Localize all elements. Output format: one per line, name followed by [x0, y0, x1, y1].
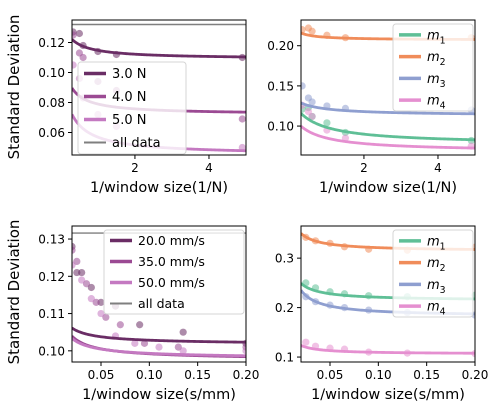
- y-tick-label: 0.10: [38, 66, 65, 80]
- data-point: [75, 29, 84, 38]
- y-tick-label: 0.11: [38, 307, 65, 321]
- data-point: [79, 53, 87, 62]
- data-point: [97, 309, 105, 318]
- x-tick-label: 2: [360, 161, 368, 175]
- data-point: [323, 119, 331, 127]
- data-point: [140, 339, 149, 347]
- x-axis-label: 1/window size(1/N): [319, 180, 457, 196]
- data-point: [72, 61, 77, 69]
- fit-curve-series-1: [301, 112, 475, 142]
- data-point: [301, 26, 306, 34]
- chart-top-right: 2 4 0.10 0.15 0.20 1/window size(1/N) m1 m2 m3 m4: [267, 19, 476, 196]
- legend-box: [392, 229, 474, 318]
- legend: m1 m2 m3 m4: [392, 229, 474, 318]
- y-tick-label: 0.20: [267, 39, 294, 53]
- legend-label: m4: [427, 94, 446, 112]
- axes-frame: [71, 19, 247, 156]
- data-point: [155, 343, 163, 351]
- y-tick-label: 0.06: [38, 126, 65, 140]
- legend-label: 50.0 mm/s: [138, 275, 205, 290]
- fit-curve-series-1: [72, 326, 246, 344]
- data-point: [308, 112, 316, 121]
- chart-bottom-left: 0.05 0.10 0.15 0.20 0.10 0.11 0.12 0.13 1/window…: [38, 225, 260, 403]
- data-point: [116, 321, 124, 329]
- data-point: [131, 339, 139, 347]
- data-point: [72, 31, 77, 39]
- data-point: [238, 115, 246, 123]
- legend-label: m4: [427, 300, 446, 318]
- legend-label: all data: [112, 136, 161, 151]
- legend: m1 m2 m3 m4: [392, 23, 474, 112]
- x-axis-label: 1/window size(s/mm): [82, 387, 236, 403]
- x-tick-label: 0.10: [136, 368, 163, 382]
- x-tick-label: 0.20: [233, 368, 260, 382]
- y-tick-label: 0.1: [275, 351, 294, 365]
- ylabel-top: Standard Deviation: [5, 15, 23, 160]
- fit-curve-series-4: [301, 125, 475, 150]
- legend-label: m2: [427, 256, 446, 274]
- y-tick-label: 0.13: [38, 233, 65, 247]
- ylabel-bottom: Standard Deviation: [5, 220, 23, 365]
- legend: 20.0 mm/s 35.0 mm/s 50.0 mm/s all data: [103, 229, 245, 315]
- axes-frame: [71, 225, 247, 363]
- axes-frame: [300, 19, 476, 156]
- data-point: [308, 98, 316, 106]
- legend-box: [77, 61, 187, 155]
- x-tick-label: 0.20: [462, 368, 489, 382]
- legend-label: all data: [138, 296, 185, 311]
- legend-label: m1: [427, 28, 446, 46]
- x-axis-label: 1/window size(s/mm): [311, 387, 465, 403]
- legend-box: [103, 229, 245, 315]
- data-point: [136, 321, 144, 329]
- x-tick-label: 4: [205, 161, 213, 175]
- chart-top-left: 2 4 0.06 0.08 0.10 0.12 1/window size(1/N) 3.0 …: [38, 19, 247, 196]
- legend-label: 3.0 N: [112, 67, 147, 82]
- fit-curve-series-4: [301, 344, 475, 355]
- x-tick-label: 2: [131, 161, 139, 175]
- data-point: [242, 347, 246, 355]
- data-point: [179, 347, 187, 355]
- data-point: [72, 261, 76, 269]
- data-point: [302, 338, 310, 346]
- data-point: [87, 295, 95, 303]
- chart-bottom-right: 0.05 0.10 0.15 0.20 0.1 0.2 0.3 1/window size(s…: [275, 225, 489, 403]
- fit-curve-series-3: [301, 101, 475, 116]
- data-point: [301, 82, 306, 90]
- x-tick-label: 0.15: [413, 368, 440, 382]
- legend-label: m2: [427, 50, 446, 68]
- fit-curve-series-1: [72, 38, 246, 59]
- legend-label: 4.0 N: [112, 90, 147, 105]
- y-tick-label: 0.2: [275, 301, 294, 315]
- x-tick-label: 0.10: [365, 368, 392, 382]
- y-tick-label: 0.15: [267, 79, 294, 93]
- legend-label: 20.0 mm/s: [138, 233, 205, 248]
- data-point: [179, 328, 187, 336]
- data-point: [78, 276, 86, 284]
- data-point: [78, 268, 86, 277]
- y-tick-label: 0.12: [38, 36, 65, 50]
- y-tick-label: 0.10: [267, 120, 294, 134]
- x-tick-label: 0.05: [88, 368, 115, 382]
- y-tick-label: 0.12: [38, 270, 65, 284]
- data-point: [308, 27, 316, 35]
- legend-label: 5.0 N: [112, 113, 147, 128]
- fit-curve-series-3: [72, 337, 246, 358]
- axes-frame: [300, 225, 476, 363]
- x-axis-label: 1/window size(1/N): [90, 180, 228, 196]
- y-tick-label: 0.10: [38, 344, 65, 358]
- legend: 3.0 N 4.0 N 5.0 N all data: [77, 61, 187, 155]
- legend-label: m3: [427, 72, 446, 90]
- y-tick-label: 0.08: [38, 96, 65, 110]
- x-tick-label: 4: [434, 161, 442, 175]
- y-tick-label: 0.3: [275, 252, 294, 266]
- data-point: [72, 246, 76, 254]
- legend-label: m1: [427, 234, 446, 252]
- legend-label: m3: [427, 278, 446, 296]
- legend-box: [392, 23, 474, 112]
- x-tick-label: 0.05: [317, 368, 344, 382]
- legend-label: 35.0 mm/s: [138, 254, 205, 269]
- x-tick-label: 0.15: [184, 368, 211, 382]
